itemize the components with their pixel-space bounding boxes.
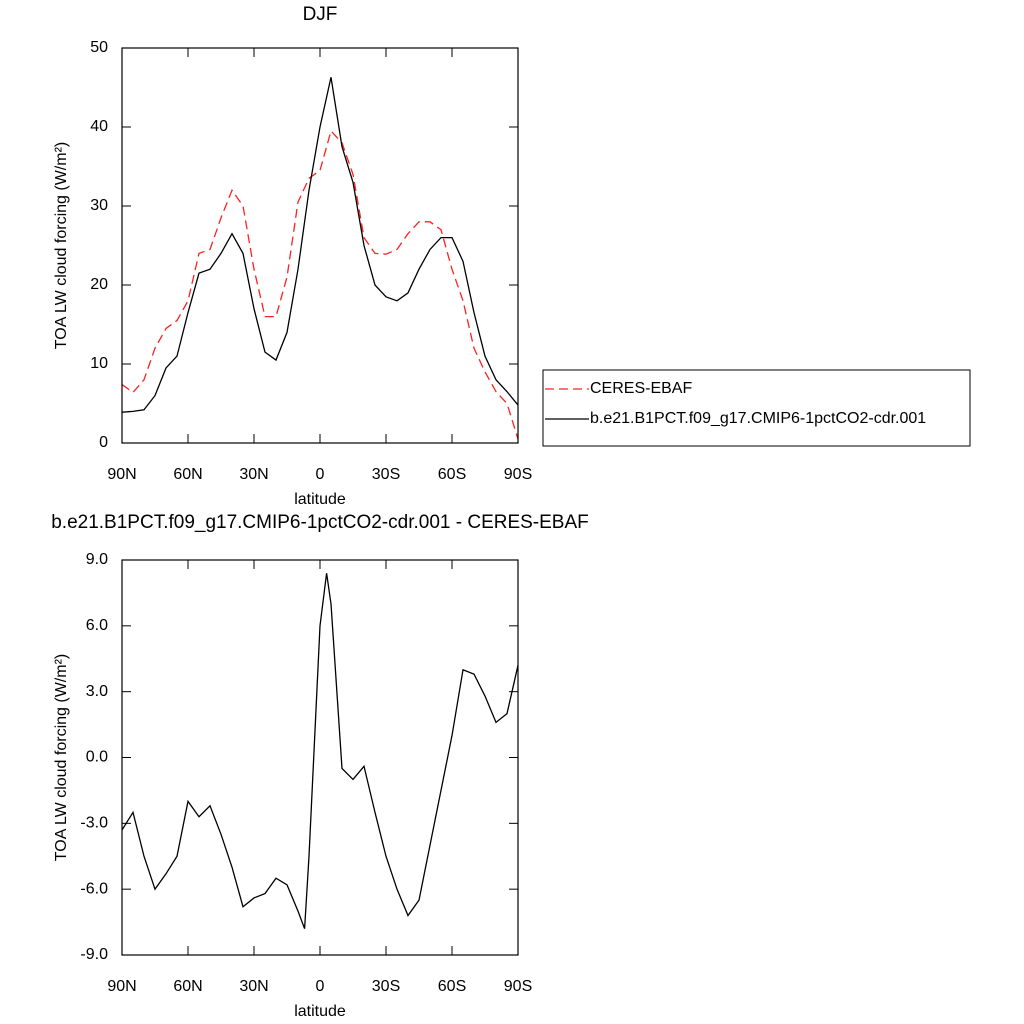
x-tick-label: 60N <box>173 466 202 483</box>
y-tick-label: 3.0 <box>86 683 108 700</box>
x-tick-label: 30N <box>239 466 268 483</box>
y-tick-label: 6.0 <box>86 617 108 634</box>
x-tick-label: 0 <box>316 466 325 483</box>
y-tick-label: -9.0 <box>80 946 108 963</box>
y-axis-label: TOA LW cloud forcing (W/m²) <box>53 142 70 349</box>
x-tick-label: 90S <box>504 466 532 483</box>
y-tick-label: 40 <box>90 118 108 135</box>
y-tick-label: -6.0 <box>80 880 108 897</box>
chart-title: DJF <box>303 4 338 25</box>
plot-frame <box>121 47 519 444</box>
x-tick-label: 90S <box>504 978 532 995</box>
x-tick-label: 90N <box>107 466 136 483</box>
y-tick-label: 9.0 <box>86 551 108 568</box>
y-tick-label: -3.0 <box>80 815 108 832</box>
x-tick-label: 60S <box>438 466 466 483</box>
legend-box <box>542 369 971 447</box>
x-tick-label: 30S <box>372 978 400 995</box>
x-tick-label: 30S <box>372 466 400 483</box>
data-line <box>121 129 519 440</box>
x-tick-label: 30N <box>239 978 268 995</box>
x-tick-label: 60S <box>438 978 466 995</box>
x-axis-label: latitude <box>294 1003 346 1020</box>
plot-frame <box>121 559 519 956</box>
y-tick-label: 30 <box>90 197 108 214</box>
chart-title: b.e21.B1PCT.f09_g17.CMIP6-1pctCO2-cdr.00… <box>51 512 589 533</box>
x-axis-label: latitude <box>294 491 346 508</box>
y-tick-label: 0 <box>99 434 108 451</box>
y-axis-label: TOA LW cloud forcing (W/m²) <box>53 654 70 861</box>
y-tick-label: 20 <box>90 276 108 293</box>
legend-label: b.e21.B1PCT.f09_g17.CMIP6-1pctCO2-cdr.00… <box>590 410 926 427</box>
legend-label: CERES-EBAF <box>590 380 692 397</box>
y-tick-label: 0.0 <box>86 749 108 766</box>
x-tick-label: 90N <box>107 978 136 995</box>
y-tick-label: 50 <box>90 39 108 56</box>
data-line <box>121 573 519 929</box>
data-line <box>121 77 519 413</box>
x-tick-label: 60N <box>173 978 202 995</box>
x-tick-label: 0 <box>316 978 325 995</box>
y-tick-label: 10 <box>90 355 108 372</box>
